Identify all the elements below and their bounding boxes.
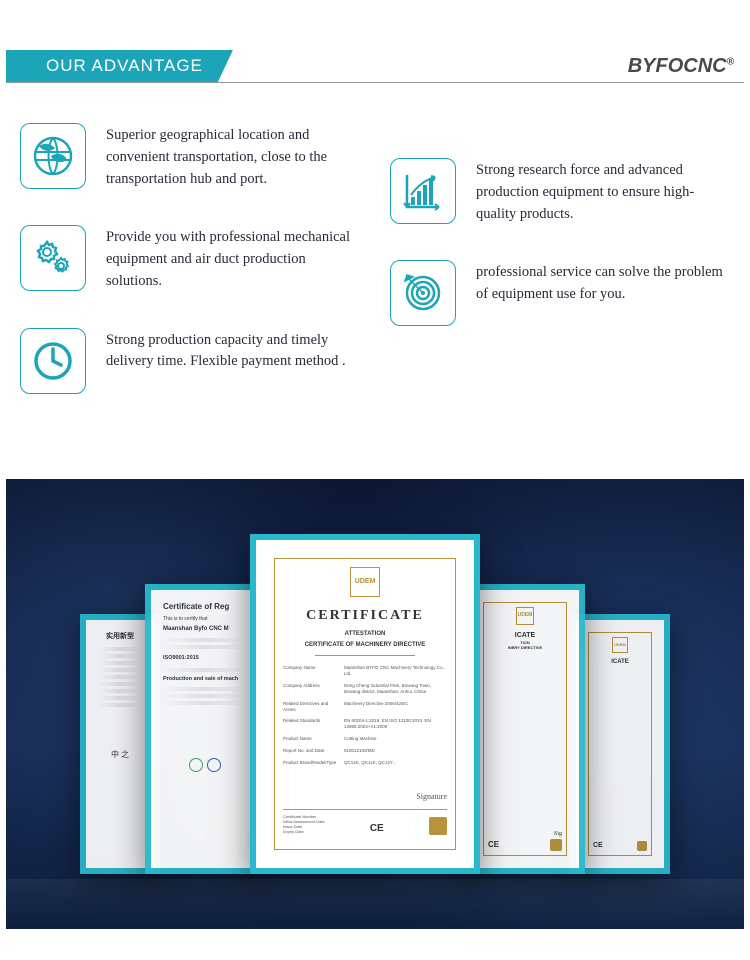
reflection-overlay [6, 879, 744, 929]
advantages-col-left: Superior geographical location and conve… [20, 123, 360, 429]
target-icon [390, 260, 456, 326]
certificate-fan: 实用新型 中 之 Certificate of Reg This is to c… [80, 534, 670, 874]
gears-icon [20, 225, 86, 291]
advantage-item: Superior geographical location and conve… [20, 123, 360, 190]
header-bar: OUR ADVANTAGE BYFOCNC® [6, 50, 744, 83]
advantages-col-right: Strong research force and advanced produ… [390, 123, 730, 429]
advantage-item: Strong research force and advanced produ… [390, 158, 730, 225]
brand-logo: BYFOCNC® [628, 55, 744, 78]
advantage-text: Strong research force and advanced produ… [476, 158, 730, 225]
udem-logo-small [429, 817, 447, 835]
certificate-card: UDEM ICATE TION INERY DIRECTIVE Sig CE [465, 584, 585, 874]
ce-mark: CE [370, 822, 384, 835]
advantage-text: Strong production capacity and timely de… [106, 328, 360, 374]
certificates-panel: 实用新型 中 之 Certificate of Reg This is to c… [6, 479, 744, 929]
advantage-text: Superior geographical location and conve… [106, 123, 360, 190]
cert-body: Company NameMaanshan BYFO CNC Machinery … [281, 659, 449, 840]
certificate-card: UDEM ICATE CE [570, 614, 670, 874]
advantages-grid: Superior geographical location and conve… [0, 83, 750, 479]
advantage-text: Provide you with professional mechanical… [106, 225, 360, 292]
advantage-item: Strong production capacity and timely de… [20, 328, 360, 394]
globe-icon [20, 123, 86, 189]
cert-title: CERTIFICATE [306, 607, 424, 625]
certificate-card-main: UDEM CERTIFICATE ATTESTATION CERTIFICATE… [250, 534, 480, 874]
chart-icon [390, 158, 456, 224]
advantage-item: Provide you with professional mechanical… [20, 225, 360, 292]
clock-icon [20, 328, 86, 394]
cert-logo: UDEM [350, 567, 380, 597]
certificate-card: Certificate of Reg This is to certify th… [145, 584, 265, 874]
advantage-text: professional service can solve the probl… [476, 260, 730, 306]
advantage-item: professional service can solve the probl… [390, 260, 730, 326]
section-title: OUR ADVANTAGE [6, 50, 233, 82]
